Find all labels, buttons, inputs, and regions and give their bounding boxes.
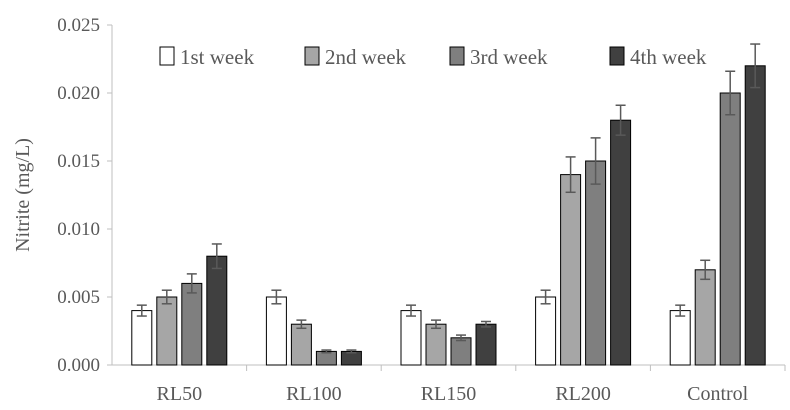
y-tick-label: 0.010 — [57, 219, 100, 240]
error-bar — [346, 349, 357, 354]
bar — [290, 323, 312, 366]
error-bar — [321, 349, 332, 354]
x-category-label: RL200 — [555, 383, 611, 405]
legend-item: 4th week — [609, 45, 707, 69]
y-tick-label: 0.005 — [57, 287, 100, 308]
legend-swatch — [159, 46, 175, 66]
legend: 1st week 2nd week 3rd week 4th week — [159, 45, 707, 69]
y-tick-label: 0.020 — [57, 83, 100, 104]
legend-swatch — [609, 46, 625, 66]
bar — [585, 160, 607, 366]
y-tick-label: 0.025 — [57, 15, 100, 36]
legend-label: 4th week — [630, 45, 707, 69]
error-bar — [675, 304, 686, 317]
error-bar — [211, 243, 222, 270]
bar — [719, 92, 741, 366]
error-bar — [750, 43, 761, 89]
bar — [450, 337, 472, 366]
error-bars — [136, 43, 761, 354]
bar — [560, 174, 582, 366]
legend-label: 1st week — [180, 45, 255, 69]
error-bar — [540, 289, 551, 305]
bar — [475, 323, 497, 366]
error-bar — [590, 137, 601, 185]
legend-item: 1st week — [159, 45, 255, 69]
legend-swatch — [304, 46, 320, 66]
y-tick-label: 0.000 — [57, 355, 100, 376]
bars — [131, 65, 766, 366]
bar — [425, 323, 447, 366]
error-bar — [161, 289, 172, 305]
bar — [744, 65, 766, 366]
x-category-label: RL100 — [286, 383, 342, 405]
error-bar — [700, 259, 711, 281]
bar — [400, 310, 422, 366]
x-category-label: Control — [687, 383, 749, 405]
bar — [535, 296, 557, 366]
legend-label: 3rd week — [470, 45, 548, 69]
error-bar — [615, 104, 626, 136]
bar — [156, 296, 178, 366]
error-bar — [136, 304, 147, 317]
error-bar — [296, 319, 307, 330]
legend-label: 2nd week — [325, 45, 407, 69]
x-category-label: RL150 — [421, 383, 477, 405]
bar — [131, 310, 153, 366]
error-bar — [431, 319, 441, 330]
bar — [669, 310, 691, 366]
error-bar — [456, 334, 466, 342]
error-bar — [565, 156, 576, 194]
legend-item: 2nd week — [304, 45, 407, 69]
bar — [610, 119, 632, 366]
bar — [181, 282, 203, 366]
error-bar — [481, 320, 491, 328]
y-tick-labels: 0.000 0.005 0.010 0.015 0.020 0.025 — [57, 15, 100, 376]
error-bar — [186, 273, 197, 294]
error-bar — [406, 304, 416, 317]
y-axis-title: Nitrite (mg/L) — [12, 138, 34, 252]
bar — [265, 296, 287, 366]
error-bar — [271, 289, 282, 305]
bar — [206, 255, 228, 366]
error-bar — [725, 70, 736, 116]
x-category-label: RL50 — [157, 383, 203, 405]
x-category-labels: RL50 RL100 RL150 RL200 Control — [157, 383, 749, 405]
legend-item: 3rd week — [449, 45, 548, 69]
legend-swatch — [449, 46, 465, 66]
bar — [694, 269, 716, 366]
y-tick-label: 0.015 — [57, 151, 100, 172]
